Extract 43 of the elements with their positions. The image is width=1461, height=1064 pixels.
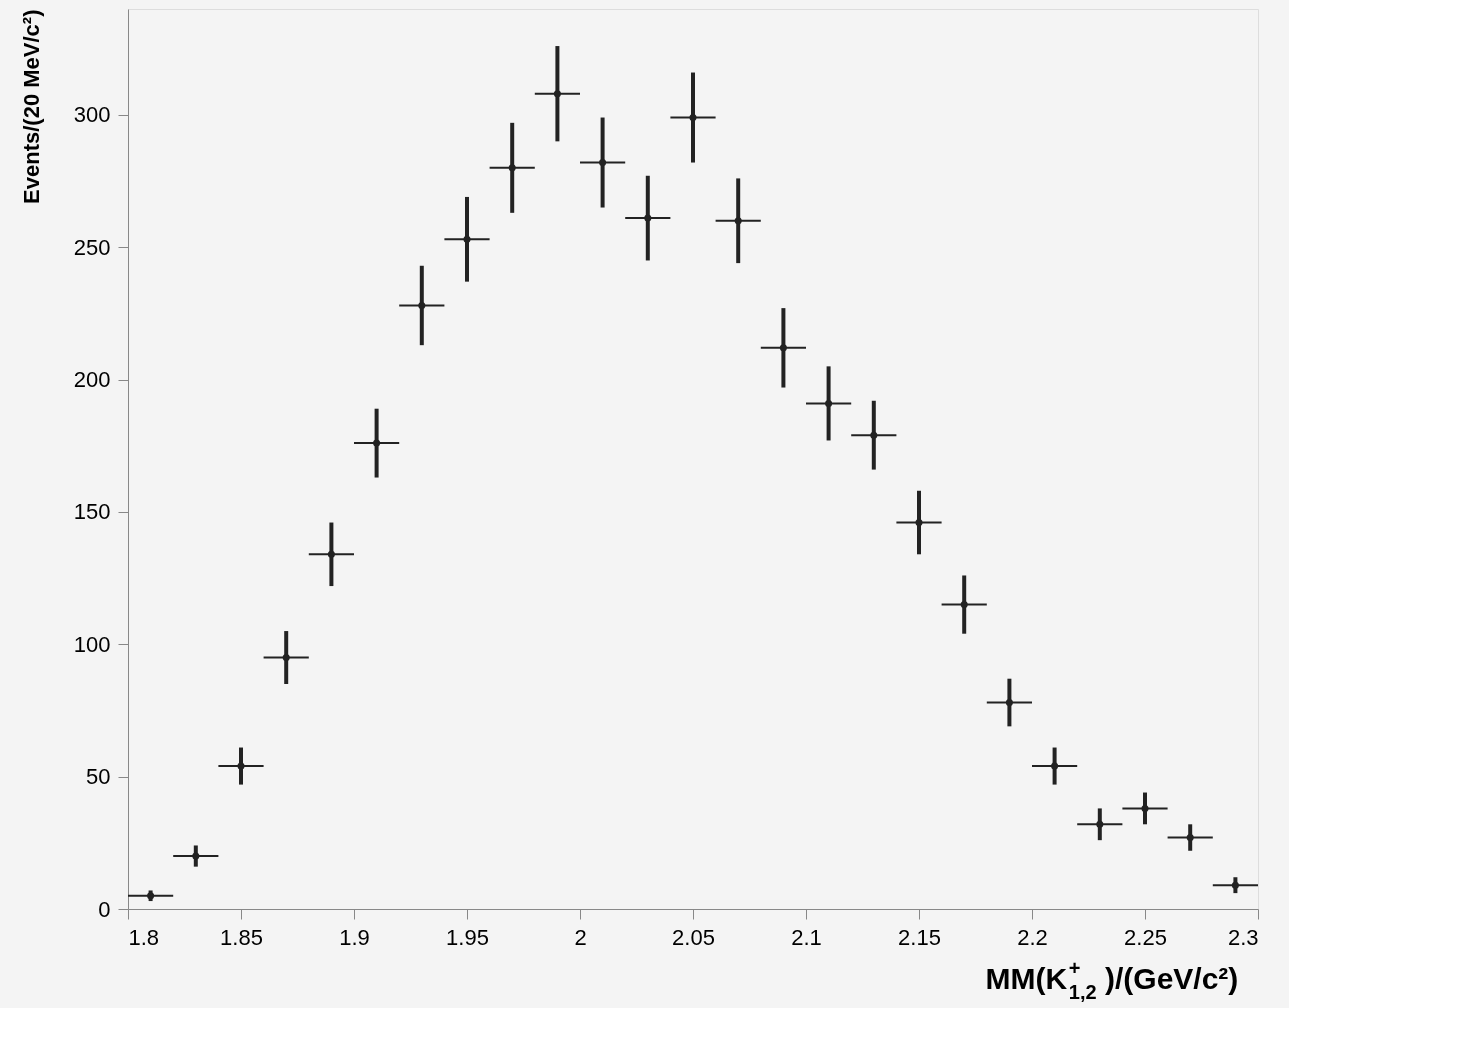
x-tick-label: 2.3 <box>1227 924 1259 950</box>
y-tick-label: 150 <box>73 499 111 525</box>
x-tick-label: 1.95 <box>446 924 489 950</box>
x-tick-label: 2 <box>574 924 587 950</box>
point <box>418 301 426 309</box>
point <box>960 601 968 609</box>
point <box>599 159 607 167</box>
point <box>463 235 471 243</box>
x-tick-label: 2.1 <box>791 924 822 950</box>
y-axis-title: Events/(20 MeV/c²) <box>18 9 44 204</box>
point <box>373 439 381 447</box>
point <box>870 431 878 439</box>
point <box>237 762 245 770</box>
point <box>282 654 290 662</box>
point <box>1231 881 1239 889</box>
point <box>1005 699 1013 707</box>
y-tick-label: 0 <box>98 896 111 922</box>
x-tick-label: 2.15 <box>898 924 941 950</box>
point <box>1096 820 1104 828</box>
x-tick-label: 2.05 <box>672 924 715 950</box>
point <box>1186 834 1194 842</box>
point <box>644 214 652 222</box>
y-tick-label: 250 <box>73 234 111 260</box>
x-tick-label: 2.2 <box>1017 924 1048 950</box>
point <box>1141 804 1149 812</box>
y-tick-label: 200 <box>73 367 111 393</box>
point <box>779 344 787 352</box>
point <box>915 519 923 527</box>
x-tick-label: 1.85 <box>220 924 263 950</box>
x-tick-label: 1.8 <box>128 924 160 950</box>
point <box>825 399 833 407</box>
y-tick-label: 300 <box>73 102 111 128</box>
point <box>192 852 200 860</box>
point <box>1051 762 1059 770</box>
point <box>508 164 516 172</box>
point <box>734 217 742 225</box>
x-tick-label: 2.25 <box>1124 924 1167 950</box>
point <box>327 550 335 558</box>
y-tick-label: 50 <box>86 764 111 790</box>
point <box>689 114 697 122</box>
x-tick-label: 1.9 <box>339 924 370 950</box>
point <box>553 90 561 98</box>
y-tick-label: 100 <box>73 631 111 657</box>
